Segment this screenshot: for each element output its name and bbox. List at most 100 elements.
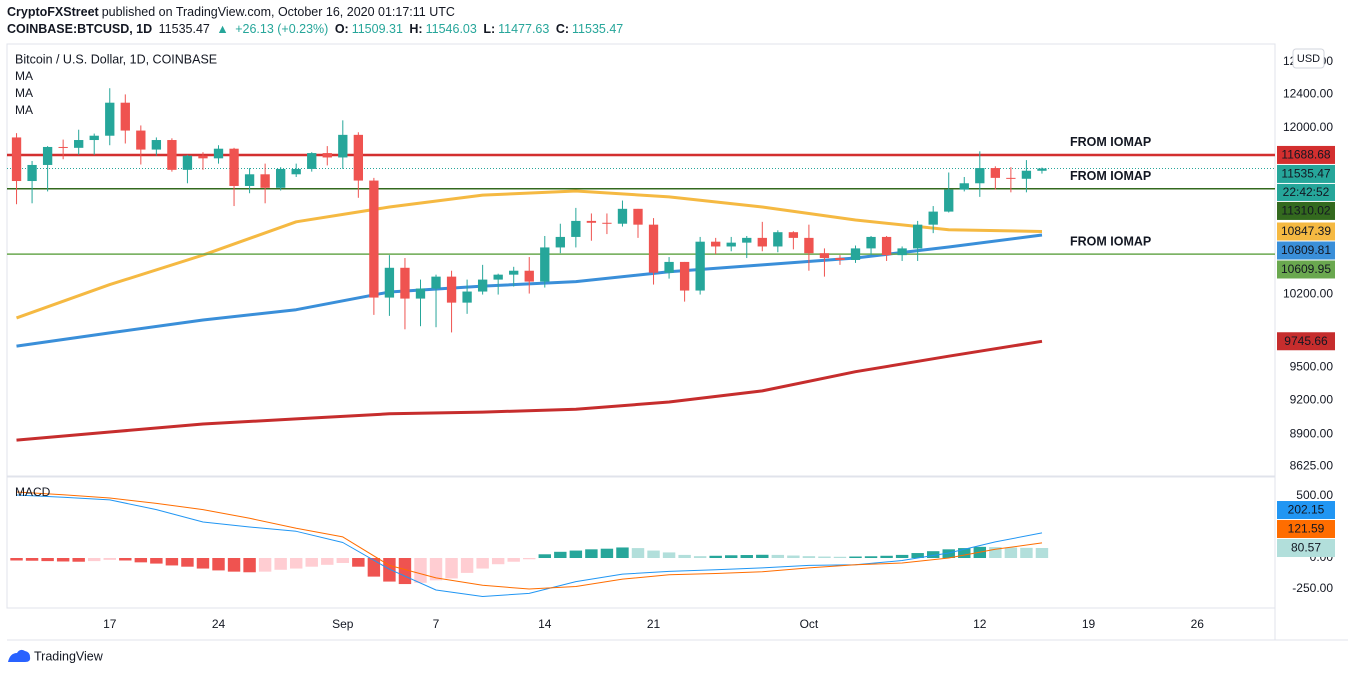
histogram-bar xyxy=(756,554,769,559)
candle-body xyxy=(509,270,519,275)
histogram-bar xyxy=(818,556,831,559)
histogram-bar xyxy=(460,558,474,573)
candle-body xyxy=(959,183,969,190)
histogram-bar xyxy=(165,558,179,566)
countdown-tag xyxy=(1277,183,1335,201)
histogram-bar xyxy=(554,551,567,559)
ohlc-label: L: xyxy=(483,22,496,36)
x-tick-label: 19 xyxy=(1082,617,1096,631)
histogram-bar xyxy=(538,554,551,559)
price-tag-label: 11535.47 xyxy=(1281,167,1330,181)
candle-body xyxy=(322,153,332,158)
candle-body xyxy=(58,146,68,148)
histogram-bar xyxy=(1035,548,1049,559)
histogram-bar xyxy=(725,555,738,559)
histogram-bar xyxy=(321,558,334,565)
x-tick-label: 24 xyxy=(212,617,226,631)
candle-body xyxy=(742,237,752,243)
candle-body xyxy=(617,208,628,224)
candle-body xyxy=(726,242,736,247)
histogram-bar xyxy=(10,558,23,561)
candle-body xyxy=(975,168,985,184)
currency-label[interactable]: USD xyxy=(1297,53,1320,65)
price-tag xyxy=(1277,145,1335,164)
histogram-bar xyxy=(911,553,924,559)
histogram-bar xyxy=(942,549,955,559)
candle-body xyxy=(664,261,674,273)
histogram-bar xyxy=(134,558,148,563)
candle-body xyxy=(990,168,1001,178)
level-label: FROM IOMAP xyxy=(1070,169,1151,183)
indicator-line xyxy=(16,339,1043,442)
y-tick-label: 8625.00 xyxy=(1290,459,1334,473)
currency-button[interactable]: USD xyxy=(1292,48,1325,69)
histogram-bar xyxy=(864,556,878,559)
candle-body xyxy=(944,189,954,212)
change: +26.13 (+0.23%) xyxy=(235,22,329,36)
published: published on TradingView.com, October 16… xyxy=(101,5,455,19)
histogram-bar xyxy=(258,558,272,572)
histogram-bar xyxy=(56,558,70,562)
candle-body xyxy=(928,211,938,225)
histogram-bar xyxy=(631,548,645,559)
candle-body xyxy=(446,276,457,303)
histogram-bar xyxy=(600,548,614,559)
macd-pane xyxy=(6,476,1276,609)
candle-body xyxy=(602,222,612,224)
price-tag-label: 11310.02 xyxy=(1281,204,1330,218)
y-tick-label: 8900.00 xyxy=(1290,426,1334,440)
histogram-bar xyxy=(1020,547,1033,559)
histogram-bar xyxy=(507,558,520,562)
histogram-bar xyxy=(150,558,163,564)
histogram-bar xyxy=(647,550,660,559)
legend-entry: MA xyxy=(15,69,33,83)
histogram-bar xyxy=(523,558,536,560)
candle-body xyxy=(571,220,581,237)
histogram-bar xyxy=(678,554,691,559)
y-tick-label: 12400.00 xyxy=(1283,87,1333,101)
candle-body xyxy=(1037,168,1047,171)
candle-body xyxy=(1006,177,1016,179)
histogram-bar xyxy=(352,558,365,567)
candle-body xyxy=(835,258,845,260)
histogram-bar xyxy=(491,558,505,565)
symbol: COINBASE:BTCUSD, 1D xyxy=(7,22,153,36)
quote-line: COINBASE:BTCUSD, 1D 11535.47 ▲ +26.13 (+… xyxy=(7,22,626,36)
candle-body xyxy=(275,168,286,188)
y-tick-label: 9500.00 xyxy=(1290,360,1334,374)
candle-body xyxy=(11,137,22,182)
ohlc-value: 11477.63 xyxy=(498,22,550,36)
histogram-bar xyxy=(445,558,458,579)
x-tick-label: Sep xyxy=(332,617,354,631)
macd-title: MACD xyxy=(15,485,51,499)
histogram-bar xyxy=(771,554,785,559)
candle-body xyxy=(353,134,364,181)
candle-body xyxy=(711,241,721,247)
x-tick-label: Oct xyxy=(800,617,819,631)
candle-body xyxy=(89,135,99,141)
candle-body xyxy=(136,130,146,150)
histogram-bar xyxy=(880,555,893,559)
indicator-line xyxy=(16,494,1043,597)
indicator-line xyxy=(16,491,1043,590)
publish-info: CryptoFXStreet published on TradingView.c… xyxy=(7,5,458,19)
currency-button-box[interactable] xyxy=(1292,48,1325,69)
histogram-bar xyxy=(181,558,194,567)
histogram-bar xyxy=(227,558,241,572)
y-tick-label: 9200.00 xyxy=(1290,392,1334,406)
candle-body xyxy=(229,148,239,186)
price-tag-label: 10847.39 xyxy=(1281,224,1331,238)
histogram-bar xyxy=(88,558,101,562)
histogram-bar xyxy=(709,555,722,559)
candle-body xyxy=(819,253,830,259)
x-tick-label: 17 xyxy=(103,617,117,631)
countdown-label: 22:42:52 xyxy=(1283,185,1330,199)
candle-body xyxy=(695,241,705,291)
histogram-bar xyxy=(740,555,753,559)
candle-body xyxy=(633,208,643,225)
histogram-bar xyxy=(119,558,132,561)
legend-entry: MA xyxy=(15,86,33,100)
histogram-bar xyxy=(243,558,256,573)
